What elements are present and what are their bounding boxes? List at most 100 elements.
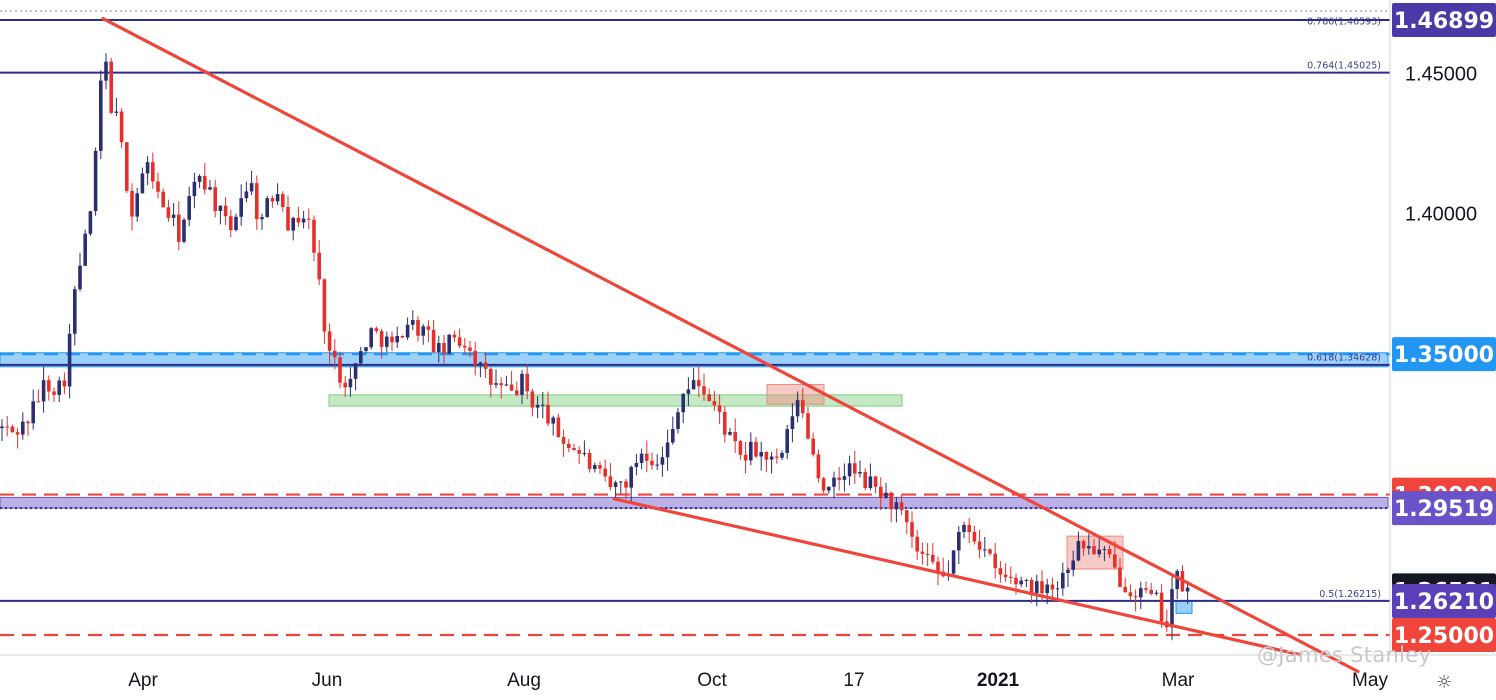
candle-body	[197, 175, 202, 182]
candle-body	[1081, 541, 1086, 549]
candle-body	[853, 463, 857, 474]
candle-body	[312, 219, 316, 253]
x-tick-label-7: May	[1352, 670, 1388, 691]
candle-body	[1175, 571, 1179, 590]
candle-body	[338, 357, 342, 383]
fib-label-0: 0.786(1.46593)	[1307, 17, 1381, 28]
candle-body	[551, 417, 555, 424]
price-label-box-1	[1392, 337, 1496, 372]
candle-body	[1055, 588, 1060, 590]
candle-body	[931, 554, 935, 562]
candle-body	[73, 289, 77, 334]
candle-body	[717, 405, 722, 412]
y-tick-label-1: 1.40000	[1405, 204, 1477, 226]
candle-body	[790, 416, 795, 430]
candle-body	[842, 476, 847, 480]
candle-body	[307, 218, 311, 220]
settings-gear-icon[interactable]: ☼	[1436, 672, 1453, 693]
candle-body	[1128, 592, 1133, 597]
price-label-box-6	[1392, 618, 1496, 652]
candle-body	[265, 198, 269, 218]
candle-body	[463, 345, 467, 348]
candle-body	[281, 194, 285, 207]
candle-body	[936, 561, 940, 572]
candle-body	[707, 394, 711, 402]
candle-body	[1107, 548, 1112, 555]
candle-body	[166, 207, 171, 218]
candle-body	[1087, 546, 1091, 549]
candle-body	[296, 217, 301, 223]
price-label-box-3	[1392, 491, 1496, 526]
candle-body	[603, 468, 607, 477]
candle-body	[1045, 584, 1049, 594]
fib-label-1: 0.764(1.45025)	[1307, 61, 1381, 72]
candle-body	[520, 373, 524, 395]
candle-body	[41, 380, 46, 402]
candle-body	[88, 211, 93, 234]
candle-body	[327, 331, 332, 351]
candle-body	[1040, 581, 1044, 594]
candle-body	[613, 482, 618, 487]
candle-body	[249, 183, 254, 192]
candle-body	[546, 404, 550, 424]
candle-body	[764, 452, 769, 460]
fib-label-2: 0.618(1.34628)	[1307, 353, 1381, 364]
candle-body	[478, 362, 483, 366]
candle-body	[655, 464, 659, 466]
candle-body	[567, 443, 571, 449]
candle-body	[1071, 560, 1075, 570]
candle-body	[920, 551, 925, 554]
candle-body	[660, 457, 665, 465]
candle-body	[806, 413, 810, 439]
candle-body	[1092, 546, 1096, 555]
candle-body	[260, 217, 264, 220]
candle-body	[832, 477, 836, 487]
candle-body	[1154, 592, 1159, 594]
candle-body	[499, 383, 503, 386]
candle-body	[1149, 589, 1153, 594]
candle-body	[119, 111, 124, 143]
candle-body	[442, 343, 446, 354]
candle-body	[291, 217, 295, 231]
candle-body	[1133, 596, 1138, 598]
candle-body	[572, 448, 576, 450]
price-label-6: 1.25000	[1394, 624, 1494, 649]
candle-body	[541, 404, 545, 406]
candle-body	[151, 162, 155, 182]
candle-body	[785, 429, 789, 453]
candle-body	[1019, 580, 1023, 585]
candle-body	[416, 320, 420, 336]
candle-body	[967, 524, 971, 532]
candle-body	[868, 476, 873, 489]
candle-body	[473, 350, 477, 366]
candle-body	[634, 462, 639, 467]
candle-body	[140, 173, 145, 194]
candle-body	[1029, 579, 1034, 593]
candle-body	[36, 401, 41, 403]
candle-body	[21, 421, 25, 435]
candle-body	[99, 80, 103, 151]
candle-body	[676, 412, 680, 429]
candle-body	[925, 553, 930, 555]
candle-body	[593, 465, 597, 469]
x-tick-label-5: 2021	[977, 670, 1020, 691]
candle-body	[192, 181, 197, 197]
candle-body	[977, 541, 982, 550]
candle-body	[1139, 588, 1143, 598]
candle-body	[775, 456, 779, 458]
candle-body	[255, 183, 259, 220]
candle-body	[301, 218, 306, 223]
candle-body	[322, 279, 327, 332]
candle-body	[83, 233, 87, 266]
candle-body	[353, 363, 358, 379]
candle-body	[951, 550, 956, 574]
candle-body	[650, 460, 654, 466]
candle-body	[1113, 554, 1117, 568]
candle-body	[712, 401, 717, 406]
candle-body	[244, 191, 249, 199]
candle-body	[738, 441, 743, 455]
x-tick-label-6: Mar	[1162, 670, 1195, 691]
candle-body	[156, 181, 160, 192]
